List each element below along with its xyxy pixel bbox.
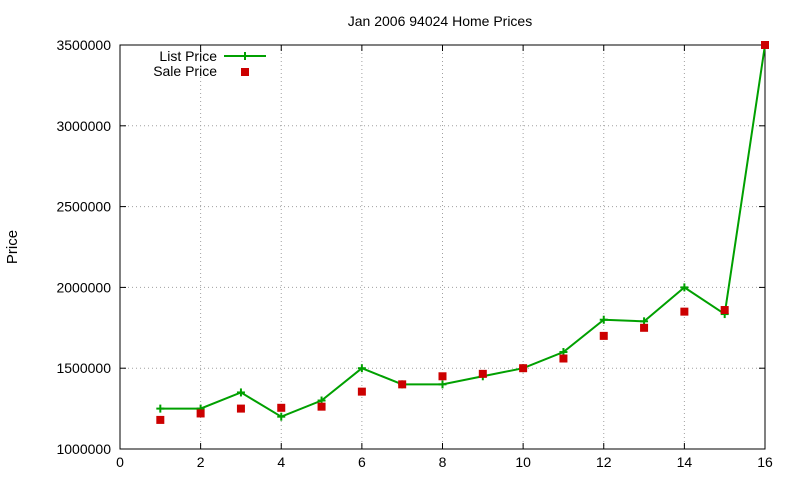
series [156,41,769,424]
list-price-point [236,388,245,397]
legend-swatch-sale-price [241,68,249,76]
sale-price-point [438,372,447,381]
sale-price-point [277,403,286,412]
y-tick-label: 1000000 [56,441,111,457]
sale-price-point [398,380,407,389]
axes [119,44,766,450]
sale-price-point [236,404,245,413]
y-tick-label: 2000000 [56,279,111,295]
sale-price-point [640,323,649,332]
legend-label-sale-price: Sale Price [153,63,217,79]
x-tick-label: 12 [596,454,612,470]
chart-title: Jan 2006 94024 Home Prices [348,13,532,29]
sale-price-point [761,41,769,49]
sale-price-point [196,409,205,418]
list-price-point [680,283,689,292]
list-price-line [160,44,766,418]
x-tick-label: 16 [757,454,773,470]
y-tick-label: 3500000 [56,37,111,53]
sale-price-point [720,306,729,315]
x-tick-label: 4 [277,454,285,470]
sale-price-point [156,415,165,424]
sale-price-point [599,331,608,340]
x-tick-label: 0 [116,454,124,470]
sale-price-point [680,307,689,316]
tick-labels: 0 2 4 6 8 10 12 14 16 1000000 1500000 2000000 250000… [56,37,773,470]
x-tick-label: 8 [439,454,447,470]
x-tick-label: 10 [515,454,531,470]
list-price-point [277,412,286,421]
list-price-point [357,364,366,373]
legend-label-list-price: List Price [159,48,217,64]
sale-price-point [559,354,568,363]
x-tick-label: 6 [358,454,366,470]
y-tick-label: 1500000 [56,360,111,376]
sale-price-point [519,364,528,373]
list-price-point [599,315,608,324]
x-tick-label: 2 [197,454,205,470]
list-price-point [156,404,165,413]
grid [120,45,765,449]
y-tick-label: 3000000 [56,118,111,134]
sale-price-point [478,369,487,378]
sale-price-point [317,402,326,411]
x-tick-label: 14 [677,454,693,470]
legend-marker-list-price [241,52,249,60]
sale-price-point [357,387,366,396]
y-tick-label: 2500000 [56,199,111,215]
list-price-point [438,380,447,389]
y-axis-label: Price [4,230,21,264]
